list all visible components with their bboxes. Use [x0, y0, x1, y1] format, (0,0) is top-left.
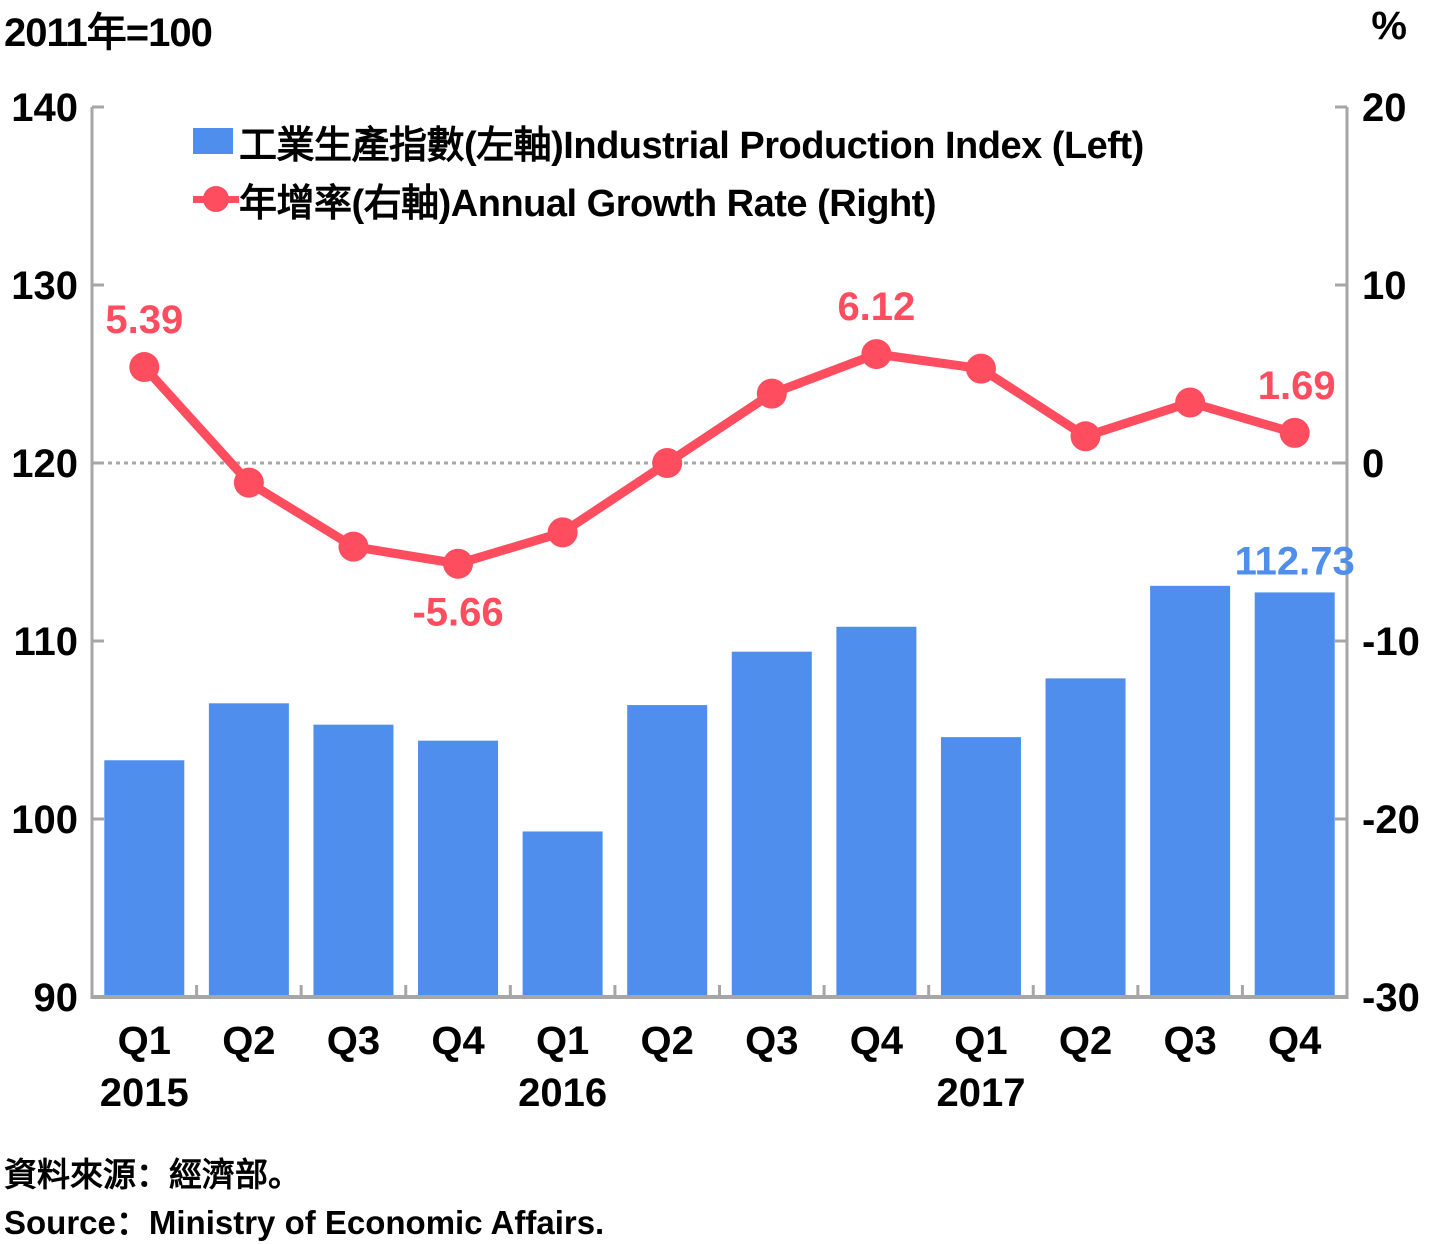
left-tick-label-90: 90 — [34, 976, 79, 1020]
bar-7 — [836, 626, 917, 997]
x-year-label-2016: 2016 — [518, 1071, 607, 1115]
bar-3 — [418, 740, 499, 997]
x-category-label-0: Q1 — [118, 1019, 171, 1063]
right-tick-label-10: 10 — [1362, 264, 1407, 308]
x-category-label-11: Q4 — [1268, 1019, 1322, 1063]
source-note-english: Source：Ministry of Economic Affairs. — [4, 1204, 605, 1241]
legend: 工業生產指數(左軸)Industrial Production Index (L… — [193, 112, 1144, 228]
x-category-label-10: Q3 — [1163, 1019, 1216, 1063]
growth-rate-point-8 — [965, 353, 996, 384]
x-category-label-1: Q2 — [222, 1019, 275, 1063]
right-tick-label--20: -20 — [1362, 798, 1420, 842]
bar-1 — [208, 703, 289, 997]
growth-rate-point-6 — [756, 378, 787, 409]
bar-11 — [1254, 592, 1335, 997]
bar-6 — [731, 651, 812, 997]
legend-item-bar[interactable]: 工業生產指數(左軸)Industrial Production Index (L… — [193, 112, 1144, 170]
left-tick-label-120: 120 — [11, 442, 78, 486]
growth-rate-point-11 — [1279, 417, 1310, 448]
x-category-label-3: Q4 — [431, 1019, 485, 1063]
data-label-1.69: 1.69 — [1258, 364, 1336, 408]
legend-bar-swatch-icon — [193, 128, 233, 154]
x-category-label-5: Q2 — [641, 1019, 694, 1063]
bar-2 — [313, 724, 394, 997]
right-tick-label-20: 20 — [1362, 86, 1407, 130]
left-tick-label-110: 110 — [13, 620, 78, 664]
x-category-label-8: Q1 — [954, 1019, 1007, 1063]
growth-rate-point-9 — [1070, 421, 1101, 452]
growth-rate-point-7 — [861, 339, 892, 370]
x-year-label-2015: 2015 — [100, 1071, 189, 1115]
right-tick-label--10: -10 — [1362, 620, 1420, 664]
left-axis-unit-label: 2011年=100 — [4, 11, 213, 55]
left-tick-label-100: 100 — [11, 798, 78, 842]
axes-layer — [90, 105, 1349, 999]
bars-layer — [104, 585, 1335, 997]
bar-4 — [522, 831, 603, 997]
right-tick-label--30: -30 — [1362, 976, 1420, 1020]
growth-rate-point-1 — [233, 467, 264, 498]
left-tick-label-130: 130 — [11, 264, 78, 308]
x-category-label-4: Q1 — [536, 1019, 589, 1063]
data-label--5.66: -5.66 — [412, 591, 503, 635]
source-note-chinese: 資料來源：經濟部。 — [4, 1156, 301, 1193]
labels-layer: 90 100 110 120 130 140 -30 -20 -10 0 10 20 Q1 Q2 Q3 Q4 Q… — [11, 86, 1420, 1115]
data-label-112.73: 112.73 — [1235, 539, 1355, 583]
data-label-6.12: 6.12 — [837, 285, 915, 329]
legend-line-label: 年增率(右軸)Annual Growth Rate (Right) — [239, 182, 936, 225]
right-axis-unit-label: % — [1371, 4, 1407, 48]
legend-item-line[interactable]: 年增率(右軸)Annual Growth Rate (Right) — [193, 170, 1144, 228]
line-layer — [129, 339, 1310, 579]
growth-rate-point-2 — [338, 531, 369, 562]
x-category-label-6: Q3 — [745, 1019, 798, 1063]
growth-rate-point-4 — [547, 517, 578, 548]
bar-10 — [1150, 585, 1231, 997]
x-category-label-7: Q4 — [850, 1019, 904, 1063]
bar-9 — [1045, 678, 1126, 997]
bar-5 — [627, 705, 708, 997]
x-category-label-9: Q2 — [1059, 1019, 1112, 1063]
growth-rate-point-3 — [443, 548, 474, 579]
growth-rate-line — [140, 349, 1296, 569]
legend-bar-label: 工業生產指數(左軸)Industrial Production Index (L… — [239, 124, 1144, 167]
bar-0 — [104, 760, 185, 997]
growth-rate-point-5 — [652, 448, 683, 478]
growth-rate-point-0 — [129, 352, 160, 383]
right-tick-label-0: 0 — [1362, 442, 1384, 486]
data-label-5.39: 5.39 — [105, 298, 183, 342]
x-category-label-2: Q3 — [327, 1019, 380, 1063]
legend-line-marker-icon — [193, 186, 239, 212]
left-tick-label-140: 140 — [11, 86, 78, 130]
x-year-label-2017: 2017 — [936, 1071, 1025, 1115]
bar-8 — [940, 737, 1021, 997]
growth-rate-point-10 — [1175, 387, 1206, 418]
